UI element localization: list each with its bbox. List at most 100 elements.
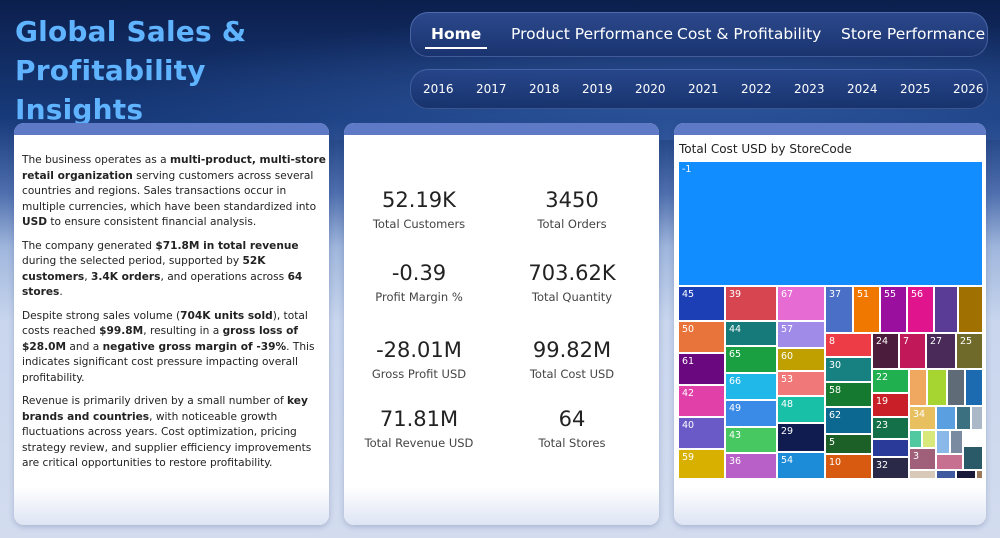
treemap-cell[interactable]: 24	[872, 333, 899, 369]
treemap-cell[interactable]: 67	[777, 286, 825, 321]
treemap-cell[interactable]: 27	[926, 333, 956, 369]
treemap-cell[interactable]: 30	[825, 357, 872, 382]
treemap-cell[interactable]: 45	[678, 286, 725, 321]
treemap-cell[interactable]: 65	[725, 346, 777, 373]
treemap-cell-label: 8	[829, 336, 836, 347]
treemap-cell[interactable]	[934, 286, 958, 333]
tab-store-performance[interactable]: Store Performance	[841, 25, 986, 43]
tab-product-performance[interactable]: Product Performance	[511, 25, 674, 43]
treemap-cell-label: 3	[913, 451, 920, 462]
treemap-cell[interactable]: 36	[725, 453, 777, 479]
year-2026[interactable]: 2026	[953, 82, 984, 96]
treemap-cell[interactable]	[927, 369, 947, 406]
year-2022[interactable]: 2022	[741, 82, 772, 96]
treemap-cell[interactable]	[909, 430, 922, 448]
treemap-cell[interactable]	[956, 470, 976, 479]
card-header-bar	[344, 123, 659, 135]
treemap-cell[interactable]: 56	[907, 286, 934, 333]
treemap-cell[interactable]	[976, 470, 983, 479]
year-2020[interactable]: 2020	[635, 82, 666, 96]
treemap-cell[interactable]: 62	[825, 407, 872, 434]
treemap-cell[interactable]	[936, 406, 956, 430]
treemap-cell[interactable]	[971, 406, 983, 430]
treemap-cell[interactable]: 48	[777, 396, 825, 423]
year-2019[interactable]: 2019	[582, 82, 613, 96]
treemap-cell-label: 27	[930, 336, 943, 347]
treemap-cell[interactable]	[936, 470, 956, 479]
treemap-cell[interactable]	[922, 430, 936, 448]
tab-home[interactable]: Home	[424, 25, 488, 49]
card-footer	[344, 487, 659, 525]
treemap-cell[interactable]	[965, 369, 983, 406]
treemap-cell[interactable]: 10	[825, 454, 872, 479]
treemap-cell[interactable]: 23	[872, 417, 909, 439]
treemap-cell[interactable]: 5	[825, 434, 872, 454]
treemap-cell[interactable]: 19	[872, 393, 909, 417]
treemap-cell[interactable]	[936, 430, 950, 454]
treemap-cell[interactable]	[936, 454, 963, 470]
year-2017[interactable]: 2017	[476, 82, 507, 96]
treemap-cell-label: 50	[682, 324, 695, 335]
treemap-cell[interactable]: 43	[725, 427, 777, 453]
treemap-cell[interactable]: 8	[825, 333, 872, 357]
treemap-cell-label: 23	[876, 420, 889, 431]
year-2018[interactable]: 2018	[529, 82, 560, 96]
kpi-total-customers: 52.19K Total Customers	[354, 187, 484, 231]
treemap-cell[interactable]: 55	[880, 286, 907, 333]
treemap-cell[interactable]	[909, 470, 936, 479]
treemap-cell-label: 37	[829, 289, 842, 300]
treemap-cell[interactable]: -1	[678, 161, 983, 286]
treemap-cell-label: 29	[781, 426, 794, 437]
page-title-line1: Global Sales &	[15, 15, 247, 48]
treemap-cell[interactable]: 61	[678, 353, 725, 385]
treemap-cell[interactable]: 25	[956, 333, 983, 369]
treemap-cell[interactable]: 3	[909, 448, 936, 470]
treemap-cell-label: 42	[682, 388, 695, 399]
treemap-cell[interactable]: 66	[725, 373, 777, 400]
treemap-cell-label: 34	[913, 409, 926, 420]
treemap-cell[interactable]	[947, 369, 965, 406]
treemap-cell[interactable]: 44	[725, 321, 777, 346]
year-2016[interactable]: 2016	[423, 82, 454, 96]
treemap-cell[interactable]: 42	[678, 385, 725, 417]
treemap-cell[interactable]: 60	[777, 348, 825, 371]
treemap-cell[interactable]: 32	[872, 457, 909, 479]
treemap-cell[interactable]: 39	[725, 286, 777, 321]
treemap-cell[interactable]	[956, 406, 971, 430]
treemap-cell[interactable]: 40	[678, 417, 725, 449]
treemap-cell[interactable]: 7	[899, 333, 926, 369]
treemap-cell[interactable]	[958, 286, 983, 333]
year-2021[interactable]: 2021	[688, 82, 719, 96]
treemap-cell[interactable]: 53	[777, 371, 825, 396]
treemap-cell[interactable]	[909, 369, 927, 406]
treemap-cell[interactable]: 51	[853, 286, 880, 333]
treemap-cell[interactable]: 37	[825, 286, 853, 333]
treemap-cell[interactable]: 54	[777, 452, 825, 479]
card-header-bar	[674, 123, 986, 135]
treemap-cell-label: 43	[729, 430, 742, 441]
treemap-cell[interactable]: 57	[777, 321, 825, 348]
treemap-cell-label: 39	[729, 289, 742, 300]
treemap-cell-label: 25	[960, 336, 973, 347]
treemap-cell[interactable]	[950, 430, 963, 454]
kpi-value: 99.82M	[532, 338, 612, 362]
kpi-label: Total Stores	[538, 436, 606, 450]
treemap-cell[interactable]: 59	[678, 449, 725, 479]
treemap-cell[interactable]: 50	[678, 321, 725, 353]
treemap-cell-label: 44	[729, 324, 742, 335]
main-nav: Home Product Performance Cost & Profitab…	[410, 12, 988, 57]
treemap-cell[interactable]	[963, 446, 983, 470]
page-title-line2: Profitability Insights	[15, 54, 206, 126]
year-2024[interactable]: 2024	[847, 82, 878, 96]
treemap-cell[interactable]	[872, 439, 909, 457]
treemap-cell-label: 66	[729, 376, 742, 387]
treemap-cell[interactable]: 49	[725, 400, 777, 427]
treemap-cell[interactable]: 58	[825, 382, 872, 407]
year-2025[interactable]: 2025	[900, 82, 931, 96]
year-2023[interactable]: 2023	[794, 82, 825, 96]
treemap-cell[interactable]: 29	[777, 423, 825, 452]
treemap-cell-label: 59	[682, 452, 695, 463]
treemap-cell[interactable]: 34	[909, 406, 936, 430]
treemap-cell[interactable]: 22	[872, 369, 909, 393]
tab-cost-profitability[interactable]: Cost & Profitability	[677, 25, 822, 43]
